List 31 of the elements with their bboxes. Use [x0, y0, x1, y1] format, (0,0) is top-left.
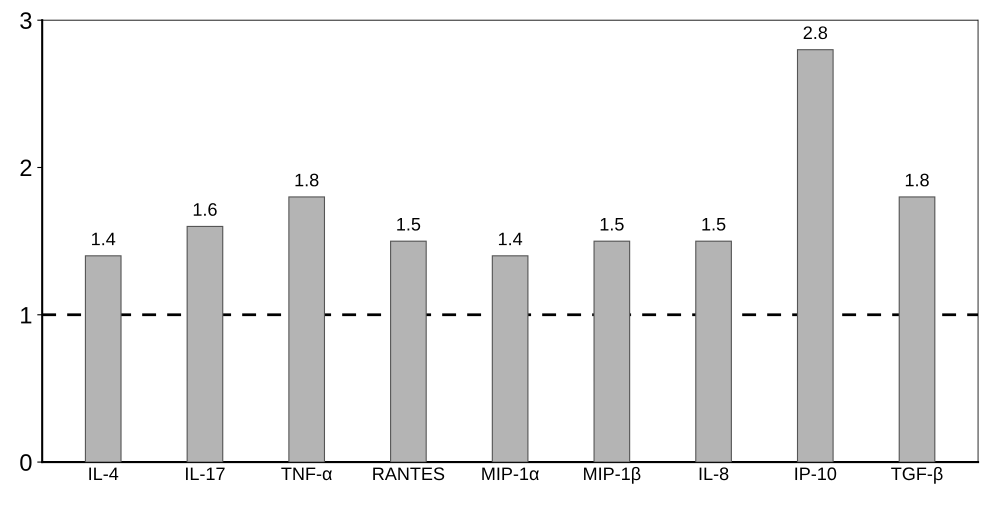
data-label: 2.8	[804, 26, 828, 40]
x-tick-label: MIP-1β	[584, 466, 640, 484]
data-label: 1.4	[92, 232, 116, 246]
bar	[796, 49, 834, 462]
x-tick-label: IL-4	[89, 468, 118, 480]
x-tick-label: IL-17	[186, 468, 225, 480]
bar	[186, 226, 224, 462]
x-tick-label: IP-10	[795, 467, 836, 480]
data-label: 1.4	[498, 232, 522, 246]
data-label: 1.6	[194, 203, 217, 216]
bar	[593, 240, 630, 462]
data-label: 1.8	[295, 174, 318, 186]
bar	[492, 255, 528, 462]
bar	[288, 196, 326, 462]
data-label: 1.5	[600, 218, 624, 231]
data-label: 1.8	[906, 174, 929, 186]
bar	[898, 196, 936, 462]
data-label: 1.5	[397, 218, 420, 231]
y-tick-label: 3	[20, 12, 32, 29]
x-tick-label: TNF-α	[281, 468, 332, 480]
y-tick-label: 1	[21, 307, 32, 324]
x-tick-label: IL-8	[700, 467, 728, 480]
y-tick-label: 0	[20, 454, 32, 471]
y-tick-label: 2	[20, 160, 32, 176]
x-tick-label: MIP-1α	[482, 468, 539, 480]
bar	[84, 255, 122, 462]
x-tick-label: RANTES	[373, 467, 444, 480]
bar	[390, 240, 427, 462]
bar	[695, 240, 732, 462]
data-label: 1.5	[702, 218, 726, 231]
x-tick-label: TGF-β	[891, 466, 943, 484]
